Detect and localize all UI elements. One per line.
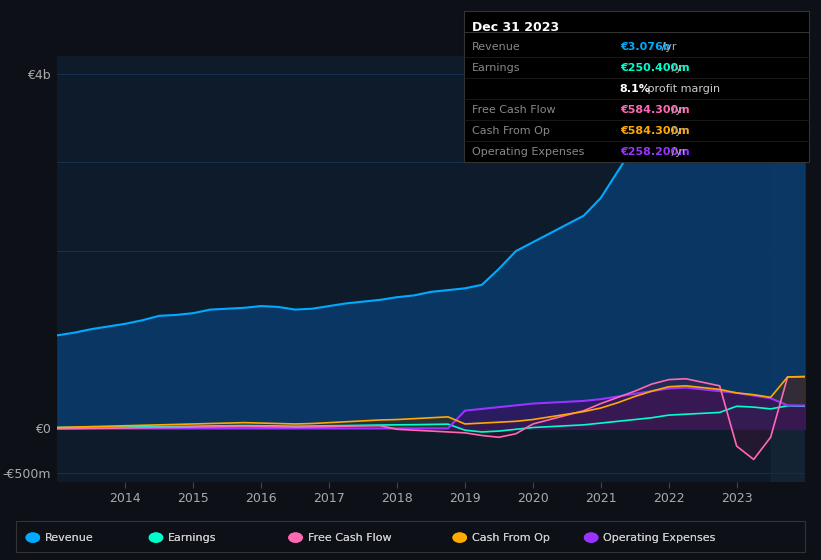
- Text: Free Cash Flow: Free Cash Flow: [472, 105, 556, 115]
- Text: Cash From Op: Cash From Op: [472, 533, 550, 543]
- Text: €3.076b: €3.076b: [620, 42, 671, 52]
- Text: €584.300m: €584.300m: [620, 126, 690, 136]
- Text: Earnings: Earnings: [168, 533, 217, 543]
- Text: profit margin: profit margin: [644, 84, 720, 94]
- Text: /yr: /yr: [668, 147, 687, 157]
- Text: /yr: /yr: [658, 42, 677, 52]
- Text: Earnings: Earnings: [472, 63, 521, 73]
- Text: Revenue: Revenue: [472, 42, 521, 52]
- Text: Operating Expenses: Operating Expenses: [603, 533, 716, 543]
- Text: €250.400m: €250.400m: [620, 63, 690, 73]
- Text: €584.300m: €584.300m: [620, 105, 690, 115]
- Text: €258.200m: €258.200m: [620, 147, 690, 157]
- Text: Revenue: Revenue: [45, 533, 94, 543]
- Text: /yr: /yr: [668, 63, 687, 73]
- Text: Operating Expenses: Operating Expenses: [472, 147, 585, 157]
- Text: Revenue: Revenue: [45, 533, 94, 543]
- Bar: [771, 56, 805, 482]
- Text: 8.1%: 8.1%: [620, 84, 651, 94]
- Text: Operating Expenses: Operating Expenses: [603, 533, 716, 543]
- Text: Cash From Op: Cash From Op: [472, 533, 550, 543]
- Text: Free Cash Flow: Free Cash Flow: [308, 533, 392, 543]
- Text: Cash From Op: Cash From Op: [472, 126, 550, 136]
- Text: Earnings: Earnings: [168, 533, 217, 543]
- Text: Dec 31 2023: Dec 31 2023: [472, 21, 559, 34]
- Text: Free Cash Flow: Free Cash Flow: [308, 533, 392, 543]
- Text: /yr: /yr: [668, 105, 687, 115]
- Text: /yr: /yr: [668, 126, 687, 136]
